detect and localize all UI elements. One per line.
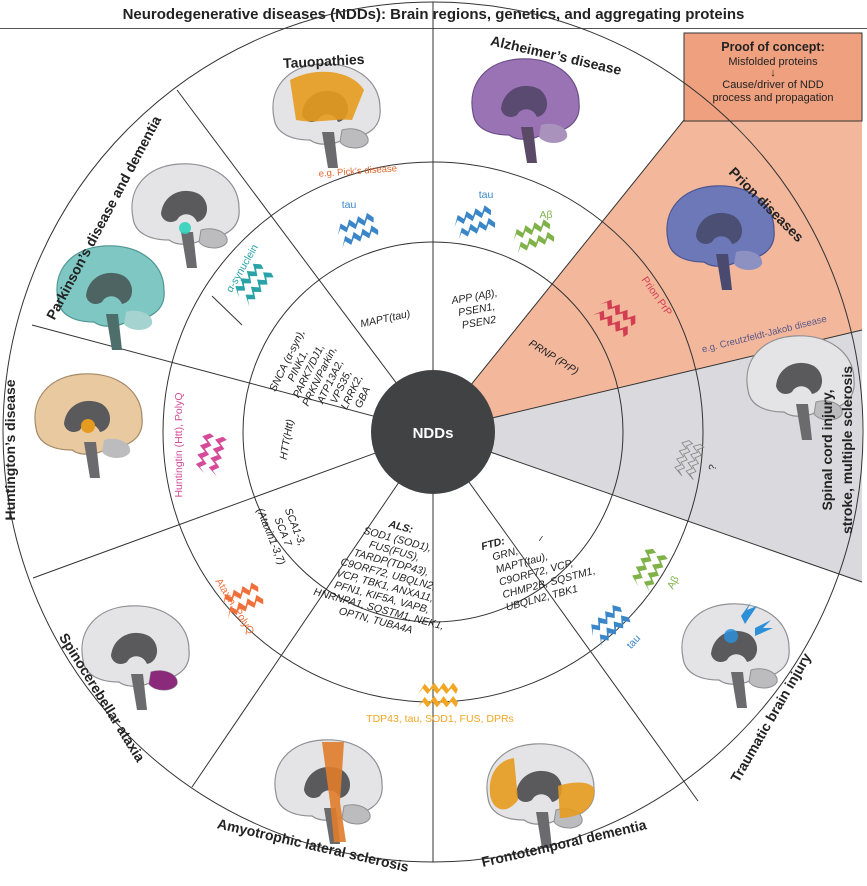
poc-line-1: Cause/driver of NDD [722,79,824,91]
ftd-genes: FTD: GRN, MAPT(tau), C9ORF72, VCP, CHMP2… [480,535,597,613]
tau-label-tbi: tau [624,632,643,651]
huntington-label: Huntington’s disease [2,379,18,520]
gene-labels: MAPT(tau) APP (Aβ), PSEN1, PSEN2 PRNP (P… [254,287,597,637]
poc-title: Proof of concept: [721,40,825,54]
tau-fibril-tbi [586,602,632,647]
poc-line-2: process and propagation [712,92,834,104]
abeta-fibril-tbi [628,546,669,593]
tdp43-fibril [418,683,458,708]
ndds-hub [371,370,495,494]
sector-dividers [31,2,863,862]
ataxin-label: Ataxin, PolyQ [213,576,257,636]
proof-of-concept-box: Proof of concept: Misfolded proteins ↓ C… [684,33,862,121]
spinal-label-1: Spinal cord injury, [819,389,835,510]
tau-fibril-alzheimers [451,204,497,240]
abeta-label-tbi: Aβ [665,574,682,591]
prion-outer-box [683,32,863,122]
htt-label: Huntingtin (Htt), PolyQ [173,392,185,497]
tau-label-tauopathies: tau [342,199,357,211]
poc-arrow: ↓ [770,67,776,79]
alzheimers-genes: APP (Aβ), PSEN1, PSEN2 [450,287,499,332]
tbi-gene: – [533,532,547,545]
huntington-gene: HTT(Htt) [278,418,297,460]
ndds-hub-label: NDDs [413,425,454,442]
tdp43-label: TDP43, tau, SOD1, FUS, DPRs [366,713,514,725]
abeta-fibril-alzheimers [510,218,556,254]
tau-label-alzheimers: tau [479,189,494,201]
unknown-label: ? [707,463,720,471]
sca-genes: SCA1-3, SCA 7 (Ataxin1-3,7) [254,506,308,567]
prion-sector-fill [433,33,862,432]
parkinson-genes: SNCA (α-syn), PINK1, PARK7/DJ1, PRKN/Par… [267,328,373,412]
tau-fibril-tauopathies [334,211,380,248]
abeta-label-alzheimers: Aβ [539,209,552,221]
als-genes: ALS: SOD1 (SOD1), FUS(FUS), TARDP(TDP43)… [312,518,445,637]
brain-icons [34,58,855,849]
tauopathies-label: Tauopathies [283,51,365,71]
alz-gene-line: PSEN2 [461,314,497,332]
tauopathies-gene: MAPT(tau) [359,308,411,330]
picks-disease-note: e.g. Pick’s disease [318,163,397,179]
htt-fibril [193,432,227,477]
poc-subtitle: Misfolded proteins [728,56,818,68]
ftd-gene-title: FTD: [480,535,506,553]
spinal-label-2: stroke, multiple sclerosis [839,366,855,534]
als-label: Amyotrophic lateral sclerosis [216,815,411,875]
